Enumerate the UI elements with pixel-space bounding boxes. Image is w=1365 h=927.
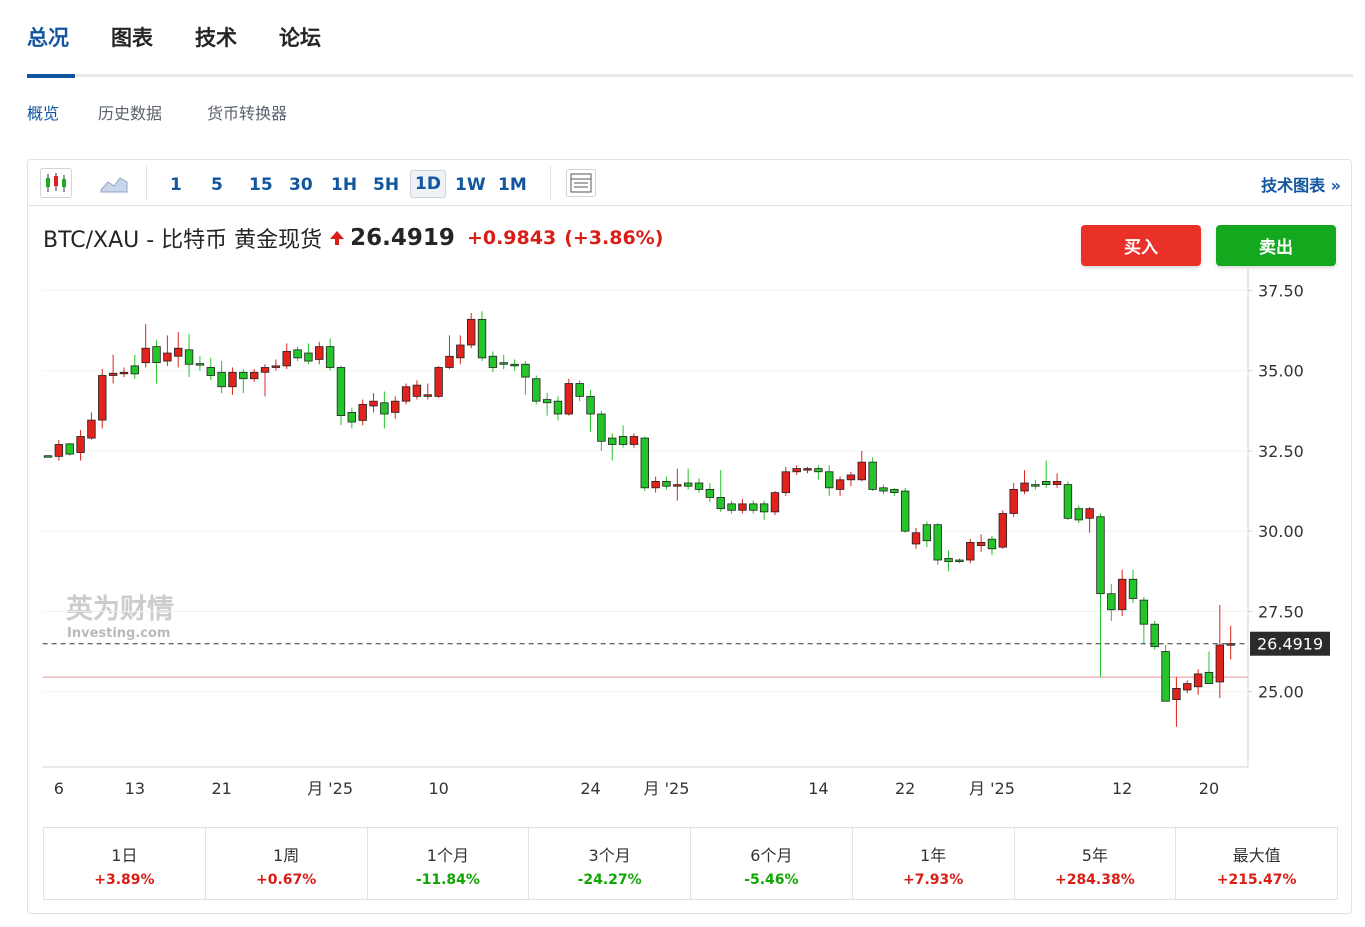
toolbar: 1 5 15 30 1H 5H 1D 1W 1M 技术图表 » (28, 160, 1351, 206)
performance-cell: 6个月 -5.46% (690, 828, 852, 899)
performance-cell: 1周 +0.67% (204, 828, 367, 899)
tab[interactable]: 技术 (195, 26, 237, 50)
interval[interactable]: 1M (498, 175, 527, 195)
period-label: 1年 (920, 846, 947, 865)
period-change: +3.89% (94, 872, 155, 888)
period-label: 最大值 (1232, 846, 1281, 865)
interval[interactable]: 1H (331, 175, 358, 195)
period-change: +215.47% (1216, 872, 1297, 888)
performance-cell: 5年 +284.38% (1013, 828, 1176, 899)
tab-rule (27, 74, 1353, 77)
change: +0.9843 (466, 227, 557, 249)
divider (146, 166, 147, 200)
performance-cell: 最大值 +215.47% (1175, 828, 1337, 899)
performance-table: 1日 +3.89% 1周 +0.67% 1个月 -11.84% 3个月 -24.27% 6个月 -… (43, 827, 1338, 900)
subtab[interactable]: 概览 (27, 104, 60, 123)
divider (550, 166, 551, 200)
chart-card (27, 159, 1352, 914)
candle-icon[interactable] (40, 168, 72, 198)
period-change: +7.93% (902, 872, 964, 888)
period-label: 6个月 (750, 846, 793, 865)
performance-cell: 1年 +7.93% (851, 828, 1014, 899)
interval[interactable]: 30 (289, 175, 313, 195)
instrument-title: BTC/XAU - 比特币 黄金现货 (43, 228, 323, 253)
instrument-header: BTC/XAU - 比特币 黄金现货 26.4919 +0.9843 (+3.8… (43, 222, 663, 254)
tab[interactable]: 论坛 (279, 26, 321, 50)
period-change: +0.67% (255, 872, 317, 888)
sell-button[interactable]: 卖出 (1216, 225, 1336, 266)
tab[interactable]: 总况 (27, 26, 69, 50)
subtab[interactable]: 历史数据 (98, 104, 163, 123)
change-pct: (+3.86%) (564, 227, 664, 249)
interval[interactable]: 1D (410, 170, 446, 198)
subtab[interactable]: 货币转换器 (207, 104, 288, 123)
tab[interactable]: 图表 (111, 26, 153, 50)
interval[interactable]: 15 (249, 175, 273, 195)
period-change: -11.84% (415, 872, 480, 888)
period-label: 5年 (1081, 846, 1108, 865)
period-change: -5.46% (744, 872, 799, 888)
performance-cell: 1日 +3.89% (44, 828, 205, 899)
period-change: -24.27% (577, 872, 642, 888)
tech-chart-link[interactable]: 技术图表 » (1261, 176, 1341, 195)
tab-indicator (27, 74, 75, 78)
interval[interactable]: 5 (211, 175, 223, 195)
area-icon[interactable] (100, 172, 128, 194)
interval[interactable]: 5H (373, 175, 400, 195)
buy-button[interactable]: 买入 (1081, 225, 1201, 266)
period-label: 1日 (111, 846, 138, 865)
performance-cell: 1个月 -11.84% (366, 828, 529, 899)
interval[interactable]: 1 (170, 175, 182, 195)
performance-cell: 3个月 -24.27% (528, 828, 690, 899)
period-change: +284.38% (1054, 872, 1135, 888)
price: 26.4919 (350, 225, 455, 251)
period-label: 1个月 (426, 846, 469, 865)
up-arrow (330, 231, 345, 245)
period-label: 1周 (273, 846, 300, 865)
layout-icon[interactable] (566, 169, 596, 197)
period-label: 3个月 (588, 846, 631, 865)
interval[interactable]: 1W (455, 175, 486, 195)
